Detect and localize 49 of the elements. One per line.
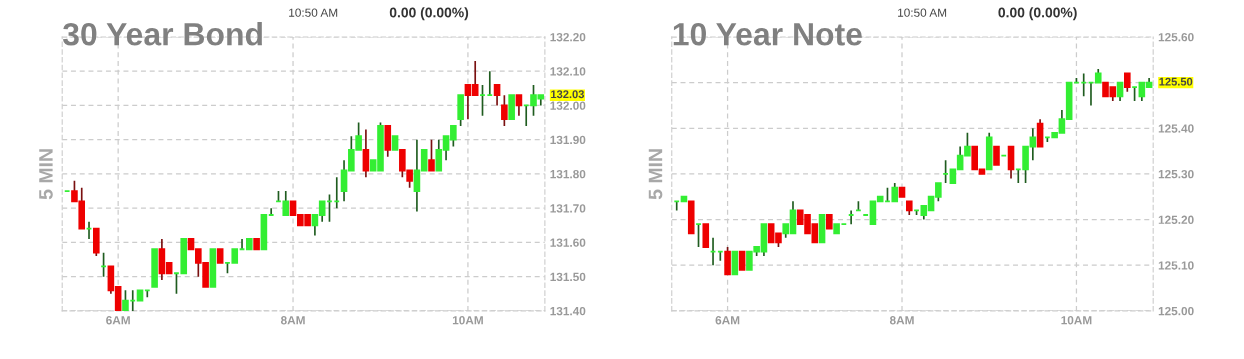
x-tick-label: 8AM: [280, 316, 305, 325]
candlestick: [724, 246, 731, 276]
y-tick-label: 131.60: [550, 238, 586, 247]
candlestick: [493, 84, 501, 107]
y-tick-label: 125.30: [1158, 169, 1194, 179]
candlestick: [993, 145, 1000, 166]
y-tick-label: 125.10: [1158, 261, 1194, 270]
candlestick: [1116, 81, 1124, 102]
y-tick-label: 125.20: [1158, 215, 1194, 224]
candlestick: [508, 94, 515, 121]
chart-title: 10 Year Note: [673, 22, 862, 46]
candlestick: [384, 125, 392, 158]
y-tick-label: 132.00: [550, 101, 586, 110]
candlestick: [1036, 118, 1044, 148]
x-tick-label: 6AM: [106, 316, 130, 325]
candlestick: [428, 138, 435, 172]
annotation: 125.50: [1159, 77, 1193, 86]
text: 0.00 (0.00%): [389, 7, 469, 21]
y-tick-label: 132.20: [550, 33, 586, 42]
y-tick-label: 131.80: [550, 169, 586, 179]
y-axis-title: 5 MIN: [39, 149, 53, 200]
candlestick: [1007, 145, 1015, 180]
candlestick: [515, 94, 523, 117]
candlestick: [702, 223, 710, 248]
y-tick-label: 131.50: [550, 272, 586, 282]
chart-title: 30 Year Bond: [62, 22, 262, 46]
candlestick: [731, 250, 739, 276]
x-tick-label: 10AM: [452, 316, 483, 325]
y-tick-label: 125.00: [1158, 306, 1194, 316]
x-tick-label: 10AM: [1061, 316, 1092, 325]
candlestick: [92, 227, 100, 257]
candlestick: [362, 128, 370, 179]
candlestick: [501, 94, 508, 127]
x-tick-label: 6AM: [715, 316, 740, 325]
y-tick-label: 125.60: [1158, 33, 1194, 42]
annotation: 132.03: [551, 90, 585, 99]
y-tick-label: 131.90: [550, 135, 586, 145]
candlestick: [1124, 72, 1131, 93]
text: 0.00 (0.00%): [998, 7, 1077, 21]
chart-subtitle: 10:50 AM: [898, 8, 947, 17]
y-tick-label: 131.40: [550, 306, 586, 316]
candlestick: [457, 94, 464, 127]
candlestick: [738, 250, 746, 271]
chart-subtitle: 10:50 AM: [289, 8, 338, 17]
y-tick-label: 132.10: [550, 67, 586, 76]
y-tick-label: 125.40: [1158, 124, 1194, 133]
y-axis-title: 5 MIN: [648, 149, 663, 200]
y-tick-label: 131.70: [550, 204, 586, 213]
x-tick-label: 8AM: [889, 316, 914, 325]
